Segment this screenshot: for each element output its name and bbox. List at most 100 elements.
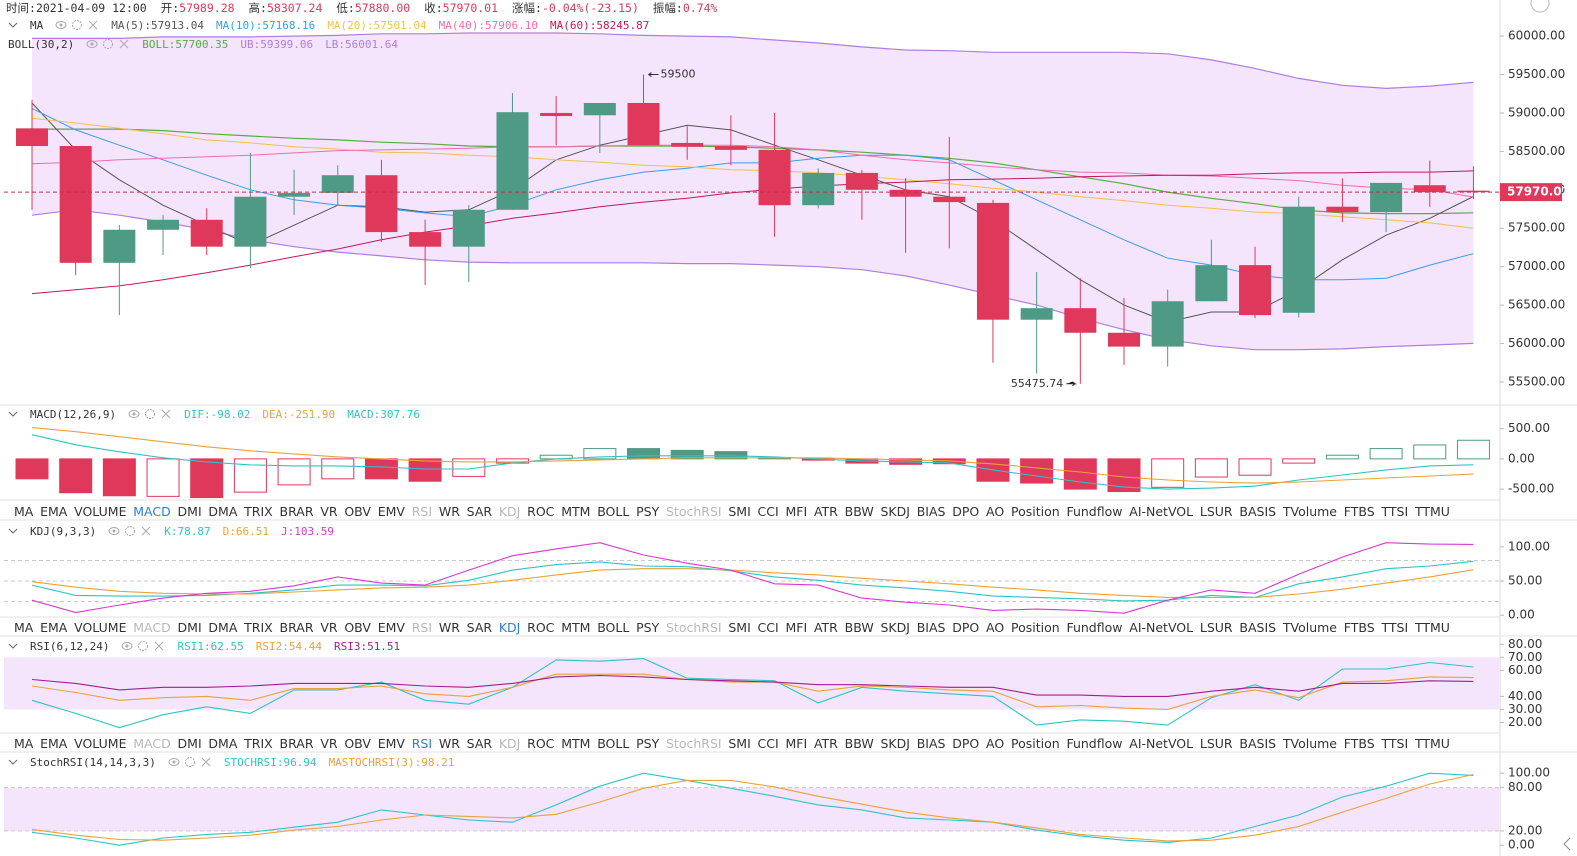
indicator-tab[interactable]: BBW [844,503,874,519]
collapse-toggle[interactable] [8,20,18,30]
indicator-tab[interactable]: SMI [728,735,751,751]
indicator-tab[interactable]: ATR [813,619,838,635]
legend-icons[interactable] [121,640,165,652]
indicator-tab[interactable]: RSI [411,619,433,635]
indicator-tab[interactable]: EMV [377,619,405,635]
indicator-tab[interactable]: ROC [527,503,555,519]
indicator-tab[interactable]: Fundflow [1066,503,1123,519]
collapse-toggle[interactable] [8,757,18,767]
indicator-tab[interactable]: ATR [813,503,838,519]
legend-icons[interactable] [168,756,212,768]
legend-icons[interactable] [55,19,99,31]
indicator-tab[interactable]: DMI [177,735,202,751]
indicator-tab[interactable]: BIAS [916,503,946,519]
collapse-button[interactable] [1563,837,1571,851]
indicator-tab[interactable]: TTMU [1414,619,1450,635]
indicator-tab[interactable]: VOLUME [74,503,127,519]
indicator-tab[interactable]: PSY [636,503,660,519]
indicator-tab[interactable]: AI-NetVOL [1129,503,1194,519]
indicator-tab[interactable]: DMA [208,619,238,635]
indicator-tab[interactable]: MA [14,735,34,751]
indicator-tab[interactable]: FTBS [1343,503,1375,519]
legend-icons[interactable] [108,525,152,537]
indicator-tab[interactable]: DMA [208,735,238,751]
indicator-tab[interactable]: BOLL [597,735,630,751]
indicator-tab[interactable]: TVolume [1282,619,1337,635]
indicator-tab[interactable]: LSUR [1199,735,1233,751]
indicator-tab[interactable]: SMI [728,619,751,635]
indicator-tab[interactable]: WR [438,735,460,751]
legend-icons[interactable] [128,408,172,420]
indicator-tab[interactable]: KDJ [498,735,521,751]
indicator-tab[interactable]: Fundflow [1066,735,1123,751]
indicator-tab[interactable]: DPO [952,503,980,519]
indicator-tab[interactable]: BASIS [1239,735,1277,751]
indicator-tab[interactable]: Position [1011,735,1060,751]
indicator-tab[interactable]: EMA [40,619,68,635]
indicator-tab[interactable]: MA [14,619,34,635]
indicator-tab[interactable]: StochRSI [665,503,722,519]
indicator-tab[interactable]: PSY [636,619,660,635]
indicator-tab[interactable]: MA [14,503,34,519]
indicator-tab[interactable]: TRIX [244,619,273,635]
indicator-tab[interactable]: KDJ [498,503,521,519]
indicator-tab[interactable]: SAR [466,619,493,635]
indicator-tab[interactable]: TTSI [1381,619,1409,635]
indicator-tab[interactable]: MFI [785,619,808,635]
indicator-tab[interactable]: BASIS [1239,619,1277,635]
indicator-tab[interactable]: Position [1011,503,1060,519]
collapse-toggle[interactable] [8,526,18,536]
indicator-tab[interactable]: LSUR [1199,503,1233,519]
indicator-tab[interactable]: PSY [636,735,660,751]
indicator-tab[interactable]: SKDJ [880,735,910,751]
indicator-tab[interactable]: BBW [844,619,874,635]
indicator-tab[interactable]: BRAR [279,503,314,519]
indicator-tab[interactable]: DPO [952,619,980,635]
indicator-tab[interactable]: TRIX [244,735,273,751]
indicator-tab[interactable]: RSI [411,735,433,751]
indicator-tab[interactable]: EMA [40,503,68,519]
indicator-tab[interactable]: DMA [208,503,238,519]
indicator-tab[interactable]: AI-NetVOL [1129,735,1194,751]
indicator-tab[interactable]: EMV [377,735,405,751]
indicator-tab[interactable]: StochRSI [665,619,722,635]
indicator-tab[interactable]: LSUR [1199,619,1233,635]
indicator-tab[interactable]: BASIS [1239,503,1277,519]
indicator-tab[interactable]: DMI [177,619,202,635]
indicator-tab[interactable]: TTSI [1381,503,1409,519]
indicator-tab[interactable]: CCI [757,619,779,635]
indicator-tab[interactable]: OBV [344,619,371,635]
indicator-tab[interactable]: KDJ [498,619,521,635]
indicator-tab[interactable]: OBV [344,503,371,519]
indicator-tab[interactable]: SAR [466,735,493,751]
indicator-tab[interactable]: TTMU [1414,503,1450,519]
indicator-tab[interactable]: MTM [561,735,591,751]
indicator-tab[interactable]: TTSI [1381,735,1409,751]
indicator-tab[interactable]: TVolume [1282,503,1337,519]
indicator-tab[interactable]: BOLL [597,619,630,635]
indicator-tab[interactable]: DMI [177,503,202,519]
indicator-tab[interactable]: AI-NetVOL [1129,619,1194,635]
indicator-tab[interactable]: VR [320,619,338,635]
indicator-tab[interactable]: MACD [133,503,171,519]
indicator-tab[interactable]: VOLUME [74,619,127,635]
indicator-tab[interactable]: AO [986,735,1005,751]
indicator-tab[interactable]: VR [320,735,338,751]
indicator-tab[interactable]: Position [1011,619,1060,635]
indicator-tab[interactable]: CCI [757,735,779,751]
indicator-tab[interactable]: BIAS [916,735,946,751]
indicator-tab[interactable]: SAR [466,503,493,519]
indicator-tab[interactable]: ROC [527,735,555,751]
indicator-tab[interactable]: BBW [844,735,874,751]
collapse-toggle[interactable] [8,641,18,651]
indicator-tab[interactable]: StochRSI [665,735,722,751]
indicator-tab[interactable]: MTM [561,503,591,519]
indicator-tab[interactable]: VOLUME [74,735,127,751]
indicator-tab[interactable]: SKDJ [880,503,910,519]
indicator-tab[interactable]: BRAR [279,735,314,751]
indicator-tab[interactable]: BRAR [279,619,314,635]
indicator-tab[interactable]: FTBS [1343,735,1375,751]
indicator-tab[interactable]: MACD [133,619,171,635]
indicator-tab[interactable]: EMV [377,503,405,519]
indicator-tab[interactable]: FTBS [1343,619,1375,635]
